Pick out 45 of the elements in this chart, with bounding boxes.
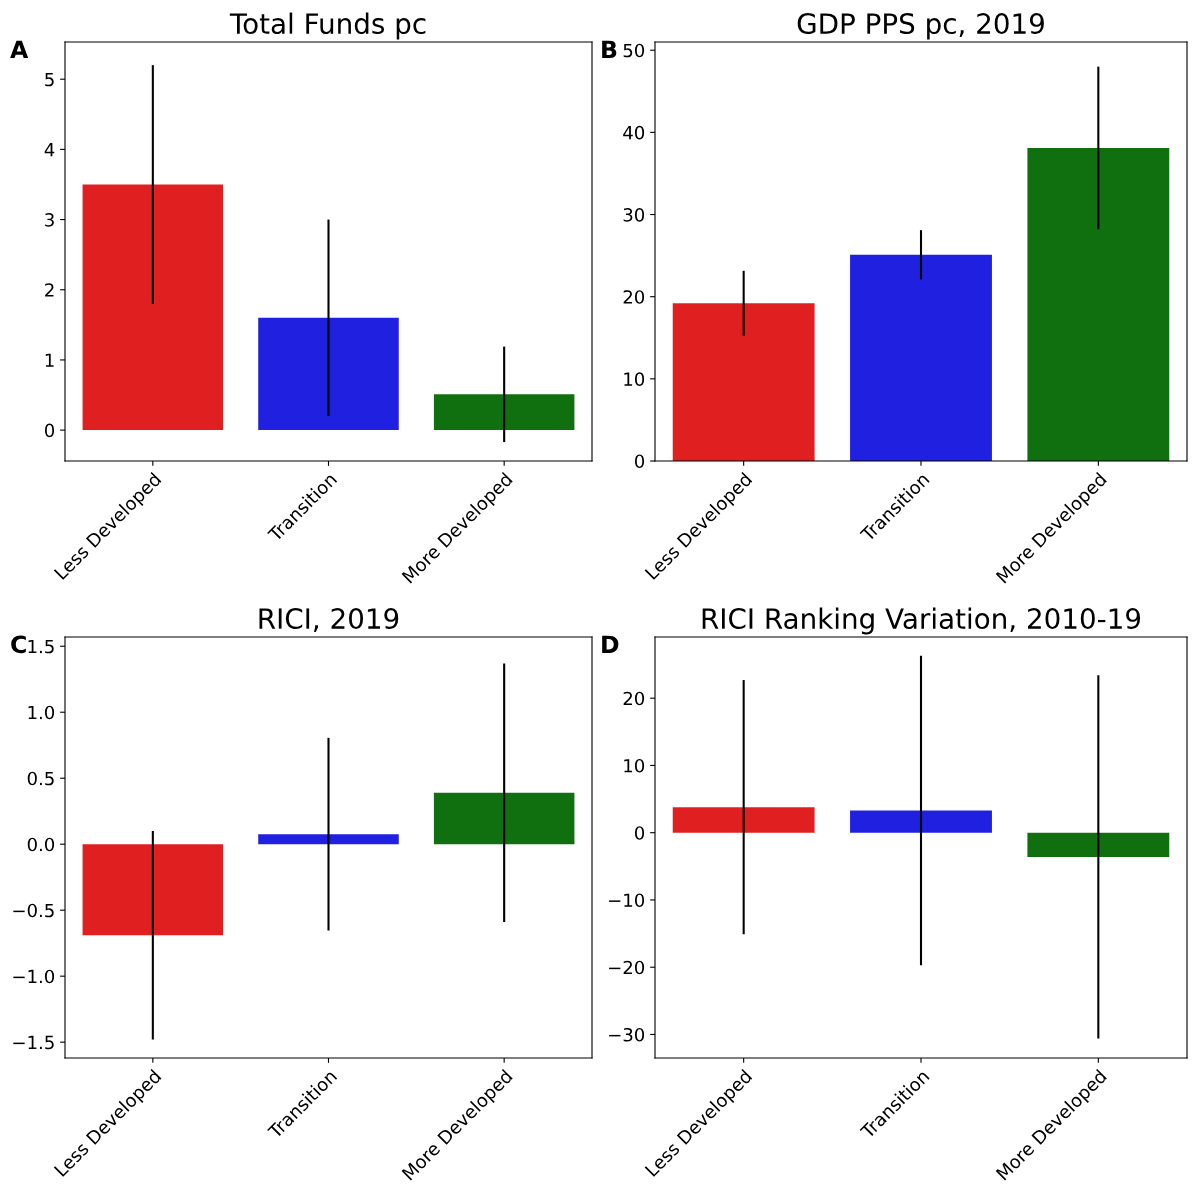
chart-title: GDP PPS pc, 2019 [797,13,1044,40]
bar [82,184,224,431]
bar [433,792,575,845]
y-tick-label: −0.5 [13,903,54,918]
y-tick-label: 30 [623,207,645,222]
bar [672,807,815,833]
bar [672,303,815,461]
bar [258,834,399,845]
y-tick-label: 20 [623,691,645,706]
bar [850,810,992,833]
y-tick-label: 2 [45,283,54,297]
y-tick-label: 40 [623,125,645,140]
chart-title: RICI, 2019 [259,608,399,632]
y-tick-label: −1.0 [13,969,55,984]
bar [1027,832,1170,857]
bar [1027,147,1170,461]
chart-title: Total Funds pc [229,12,426,40]
y-tick-label: 0.0 [27,837,55,852]
text: B [602,40,617,58]
y-tick-label: 0 [634,826,645,840]
y-tick-label: 3 [45,213,54,227]
y-tick-label: 10 [624,758,645,773]
y-tick-label: 0 [44,423,55,438]
y-tick-label: −10 [609,893,645,908]
bar [433,394,575,431]
bar [850,254,992,461]
chart-title: RICI Ranking Variation, 2010-19 [702,607,1141,635]
text: D [602,635,619,653]
y-tick-label: −20 [609,960,645,975]
bar [82,844,224,936]
text: A [10,40,29,58]
y-tick-label: −30 [609,1027,645,1042]
text: C [11,635,26,654]
y-tick-label: 20 [623,290,645,304]
y-tick-label: 50 [623,43,645,58]
y-tick-label: 0 [634,454,645,469]
y-tick-label: −1.5 [13,1035,54,1050]
y-tick-label: 1.0 [28,705,55,720]
y-tick-label: 1 [45,353,54,367]
y-tick-label: 5 [45,72,54,87]
bar [258,317,399,431]
y-tick-label: 1.5 [28,639,54,654]
y-tick-label: 10 [624,372,645,386]
y-tick-label: 4 [44,143,55,157]
y-tick-label: 0.5 [27,771,54,786]
